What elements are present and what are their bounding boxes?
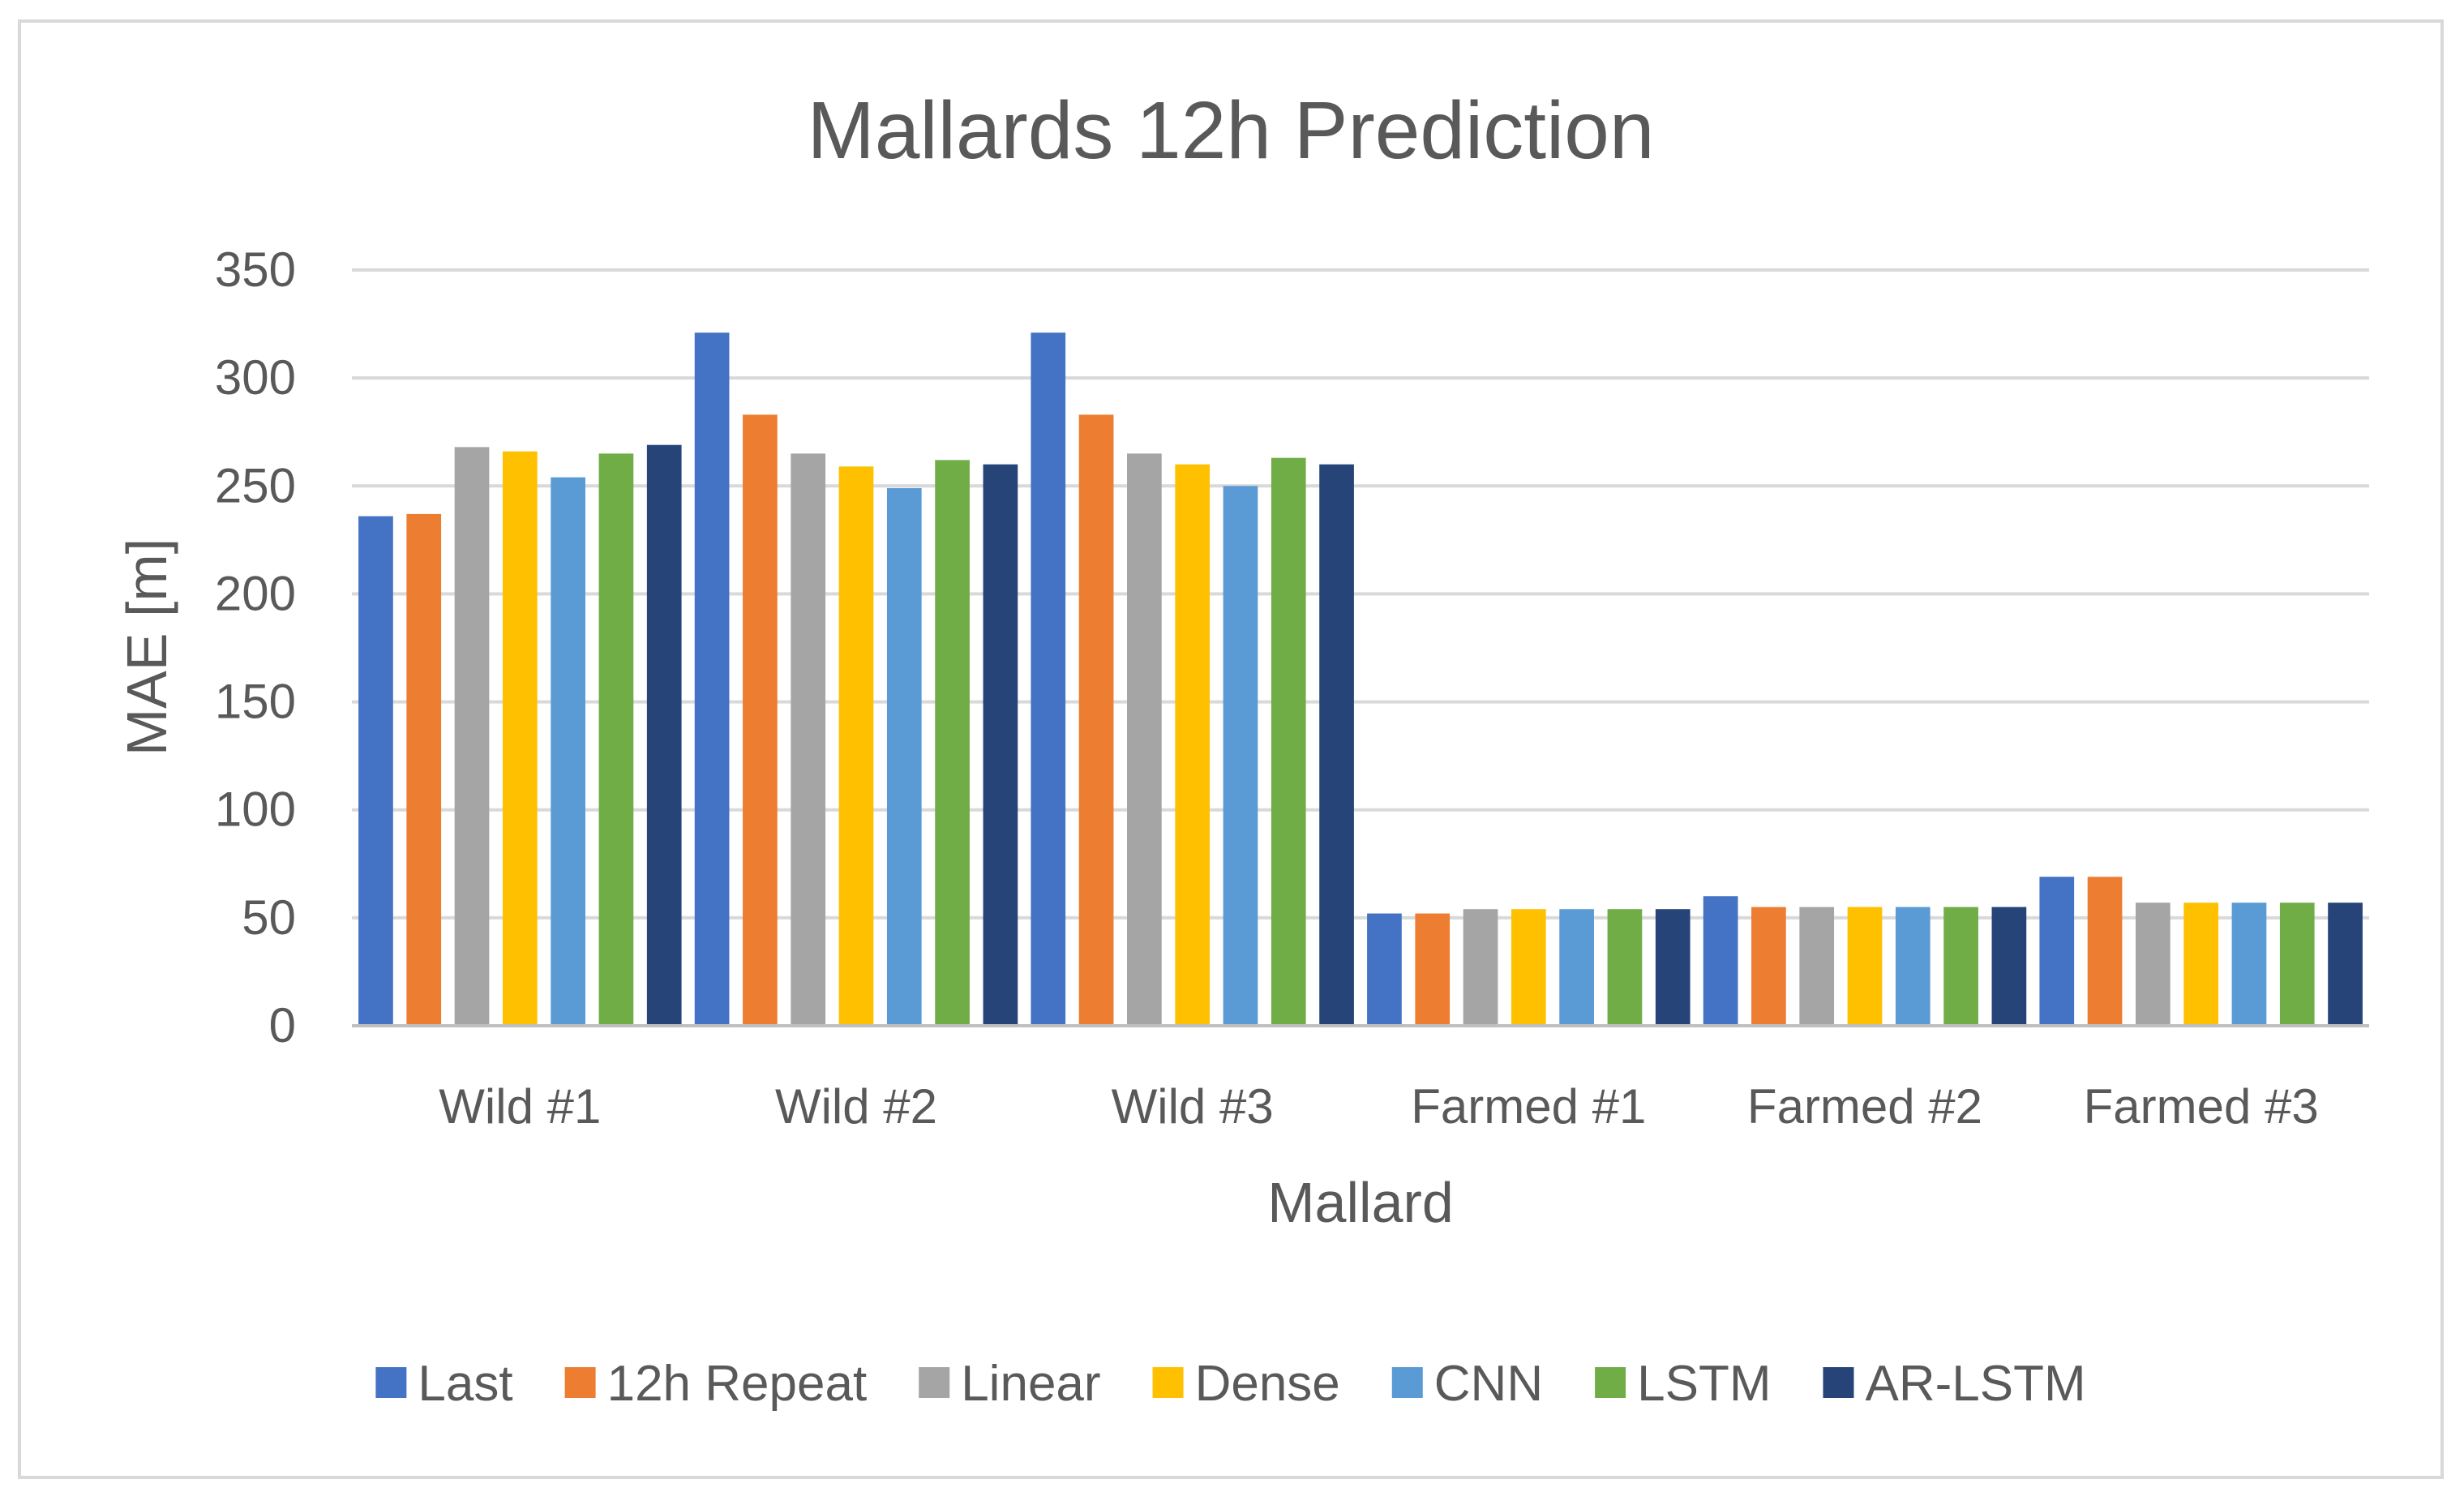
x-tick-label: Farmed #1: [1411, 1079, 1646, 1134]
x-axis-title: Mallard: [1267, 1171, 1454, 1234]
bar: [2183, 903, 2219, 1026]
bar: [1367, 913, 1402, 1026]
bar: [358, 516, 393, 1026]
bar: [1223, 486, 1258, 1026]
bar: [2328, 903, 2363, 1026]
legend-swatch: [564, 1367, 596, 1398]
bar: [598, 453, 634, 1026]
bar: [1655, 909, 1691, 1026]
y-tick-label: 250: [215, 458, 296, 512]
legend-swatch: [375, 1367, 407, 1398]
bar: [743, 414, 778, 1026]
bar: [1943, 907, 1978, 1026]
bar: [1415, 913, 1451, 1026]
bar: [1799, 907, 1835, 1026]
y-tick-label: 200: [215, 566, 296, 620]
bar: [1895, 907, 1930, 1026]
bar: [983, 464, 1018, 1026]
legend-label: CNN: [1434, 1356, 1543, 1412]
y-tick-label: 150: [215, 675, 296, 729]
bar: [1607, 909, 1643, 1026]
bar: [886, 487, 922, 1026]
legend-item: AR-LSTM: [1823, 1356, 2086, 1412]
bar: [791, 453, 826, 1026]
x-tick-label: Wild #2: [775, 1079, 937, 1134]
y-tick-label: 350: [215, 242, 296, 297]
legend-label: LSTM: [1637, 1356, 1771, 1412]
bar: [1319, 464, 1354, 1026]
x-tick-label: Wild #1: [439, 1079, 601, 1134]
y-axis-title: MAE [m]: [115, 538, 178, 756]
bar: [502, 451, 538, 1026]
legend-item: Dense: [1152, 1356, 1340, 1412]
gridlines: [352, 268, 2369, 920]
legend-label: Last: [418, 1356, 512, 1412]
x-tick-label: Wild #3: [1112, 1079, 1274, 1134]
bars: [358, 332, 2363, 1026]
bar: [694, 332, 730, 1026]
bar: [1175, 464, 1211, 1026]
y-tick-label: 300: [215, 350, 296, 405]
legend-label: Linear: [961, 1356, 1100, 1412]
bar: [1271, 457, 1306, 1026]
x-tick-label: Farmed #2: [1747, 1079, 1982, 1134]
legend-swatch: [919, 1367, 950, 1398]
bar: [1559, 909, 1594, 1026]
legend-item: Last: [375, 1356, 513, 1412]
bar: [2087, 877, 2123, 1026]
legend-label: Dense: [1195, 1356, 1340, 1412]
bar: [2039, 877, 2075, 1026]
legend-label: AR-LSTM: [1865, 1356, 2085, 1412]
x-tick-label: Farmed #3: [2084, 1079, 2319, 1134]
bar: [1703, 896, 1738, 1026]
bar: [646, 444, 682, 1026]
y-axis-ticks: 0 50 100 150 200 250 300 350: [215, 242, 296, 1053]
bar: [2231, 903, 2267, 1026]
bar: [1031, 332, 1066, 1026]
bar: [1991, 907, 2027, 1026]
legend-item: LSTM: [1595, 1356, 1771, 1412]
y-tick-label: 100: [215, 783, 296, 837]
legend-swatch: [1595, 1367, 1626, 1398]
x-axis-ticks: Wild #1 Wild #2 Wild #3 Farmed #1 Farmed #2 F…: [439, 1079, 2318, 1134]
legend-item: 12h Repeat: [564, 1356, 868, 1412]
y-tick-label: 0: [269, 998, 296, 1053]
chart-title: Mallards 12h Prediction: [808, 85, 1655, 176]
bar: [454, 447, 490, 1026]
legend: Last 12h Repeat Linear Dense CNN LSTM AR-LSTM: [375, 1356, 2086, 1412]
bar: [2279, 903, 2315, 1026]
bar: [551, 477, 585, 1026]
legend-label: 12h Repeat: [607, 1356, 868, 1412]
bar: [1511, 909, 1546, 1026]
legend-swatch: [1391, 1367, 1423, 1398]
bar: [1127, 453, 1162, 1026]
y-tick-label: 50: [242, 890, 296, 945]
legend-swatch: [1152, 1367, 1184, 1398]
bar: [1078, 414, 1114, 1026]
bar: [838, 466, 874, 1026]
bar: [2136, 903, 2170, 1026]
bar: [1463, 909, 1498, 1026]
legend-item: CNN: [1391, 1356, 1543, 1412]
bar: [935, 460, 970, 1026]
bar: [1751, 907, 1786, 1026]
bar: [406, 513, 442, 1026]
legend-item: Linear: [919, 1356, 1101, 1412]
bar: [1847, 907, 1883, 1026]
legend-swatch: [1823, 1367, 1854, 1398]
